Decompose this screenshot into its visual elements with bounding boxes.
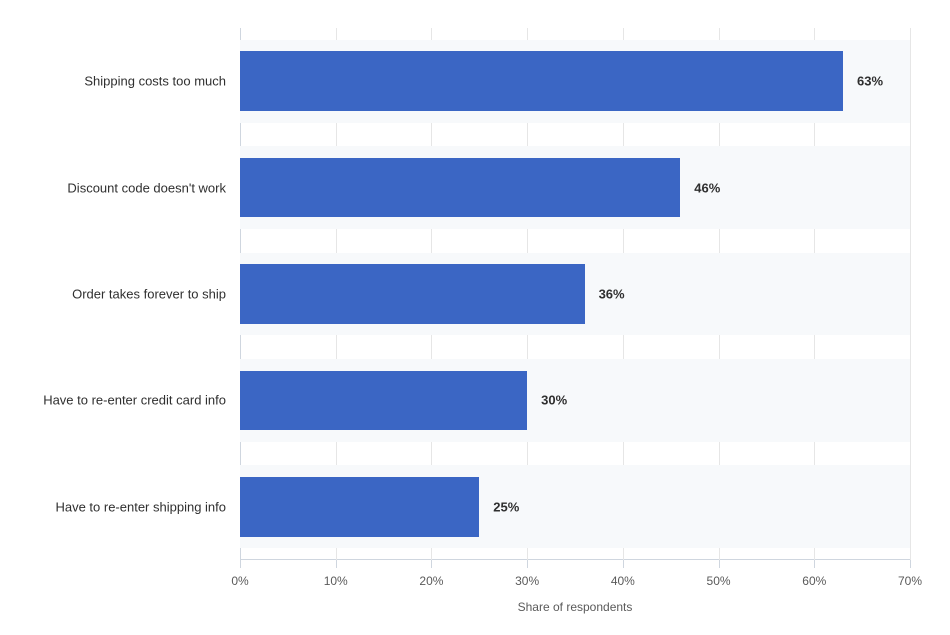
bar: 36%: [240, 264, 585, 324]
category-label: Order takes forever to ship: [72, 287, 240, 302]
plot-area: Share of respondents 0%10%20%30%40%50%60…: [240, 28, 910, 560]
gridline: [910, 28, 911, 560]
bar-value-label: 46%: [694, 180, 720, 195]
x-tick-label: 10%: [324, 560, 348, 588]
category-label: Shipping costs too much: [84, 74, 240, 89]
x-tick-label: 60%: [802, 560, 826, 588]
category-label: Have to re-enter shipping info: [55, 499, 240, 514]
x-tick-label: 0%: [231, 560, 248, 588]
bar: 25%: [240, 477, 479, 537]
x-tick-label: 30%: [515, 560, 539, 588]
bar: 30%: [240, 371, 527, 431]
bar-value-label: 63%: [857, 74, 883, 89]
category-label: Discount code doesn't work: [67, 180, 240, 195]
bar-value-label: 36%: [599, 286, 625, 301]
x-tick-label: 20%: [419, 560, 443, 588]
x-tick-label: 70%: [898, 560, 922, 588]
category-label: Have to re-enter credit card info: [43, 393, 240, 408]
x-tick-label: 50%: [707, 560, 731, 588]
bar-value-label: 25%: [493, 499, 519, 514]
x-tick-label: 40%: [611, 560, 635, 588]
bar: 63%: [240, 51, 843, 111]
bar: 46%: [240, 158, 680, 218]
bar-value-label: 30%: [541, 393, 567, 408]
chart-container: Share of respondents 0%10%20%30%40%50%60…: [0, 0, 950, 635]
